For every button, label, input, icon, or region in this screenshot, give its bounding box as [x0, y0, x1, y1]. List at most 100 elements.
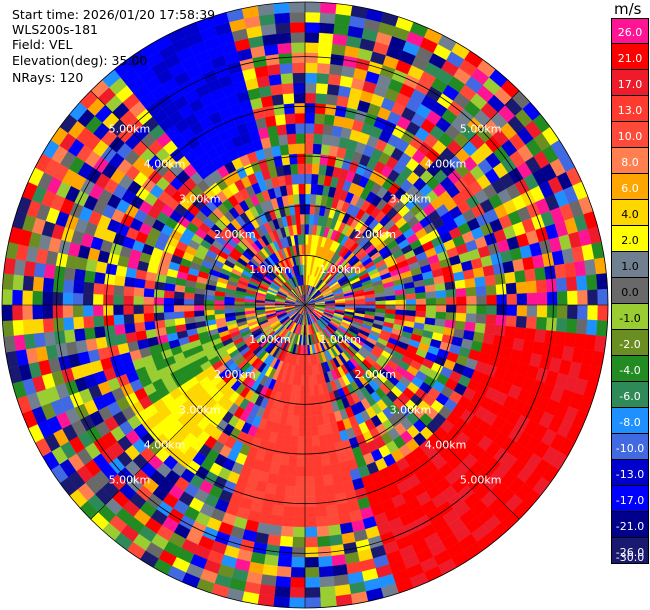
- colorbar-label: 10.0: [617, 130, 643, 143]
- velocity-cell: [33, 332, 46, 348]
- velocity-cell: [274, 12, 291, 24]
- velocity-cell: [466, 304, 477, 315]
- velocity-cell: [525, 280, 538, 294]
- velocity-cell: [317, 535, 331, 548]
- range-ring-label: 3.00km: [390, 403, 432, 416]
- velocity-cell: [332, 564, 348, 577]
- velocity-cell: [515, 315, 528, 329]
- velocity-cell: [304, 355, 309, 366]
- velocity-cell: [32, 304, 43, 320]
- azimuth-line: [90, 90, 520, 520]
- velocity-cell: [311, 173, 319, 185]
- velocity-cell: [515, 281, 528, 295]
- velocity-cell: [291, 173, 299, 185]
- velocity-cell: [82, 281, 95, 295]
- velocity-cell: [112, 304, 124, 316]
- velocity-cell: [524, 268, 537, 282]
- nrays-text: NRays: 120: [12, 70, 84, 85]
- velocity-cell: [320, 596, 337, 608]
- velocity-cell: [267, 125, 279, 138]
- velocity-cell: [304, 405, 311, 417]
- velocity-cell: [304, 587, 321, 599]
- velocity-cell: [445, 288, 457, 298]
- velocity-cell: [317, 424, 326, 436]
- velocity-cell: [526, 304, 538, 318]
- velocity-cell: [302, 254, 306, 265]
- velocity-cell: [576, 275, 588, 291]
- ppi-plot: 1.00km 1.00km 1.00km 1.00km 2.00km 2.00km 2.00…: [1, 1, 609, 609]
- velocity-cell: [277, 42, 292, 55]
- velocity-cell: [545, 317, 558, 332]
- velocity-cell: [321, 464, 333, 476]
- velocity-cell: [564, 262, 577, 278]
- velocity-cell: [304, 506, 317, 518]
- velocity-cell: [266, 63, 281, 76]
- velocity-cell: [474, 322, 486, 334]
- velocity-cell: [282, 164, 292, 176]
- velocity-cell: [333, 482, 346, 495]
- velocity-cell: [444, 281, 456, 291]
- range-ring-label: 2.00km: [354, 228, 396, 241]
- velocity-cell: [280, 525, 294, 538]
- velocity-cell: [304, 52, 319, 64]
- velocity-cell: [475, 285, 487, 297]
- velocity-cell: [415, 304, 427, 312]
- velocity-cell: [262, 105, 276, 118]
- velocity-cell: [296, 446, 306, 457]
- colorbar-swatch: [611, 460, 649, 486]
- velocity-cell: [288, 597, 306, 609]
- velocity-cell: [288, 153, 298, 165]
- colorbar-label: 8.0: [621, 156, 639, 169]
- velocity-cell: [143, 312, 155, 323]
- velocity-cell: [327, 83, 340, 96]
- velocity-cell: [93, 282, 105, 295]
- velocity-cell: [293, 92, 306, 104]
- velocity-cell: [289, 587, 306, 599]
- velocity-cell: [296, 143, 306, 154]
- velocity-cell: [214, 309, 225, 315]
- velocity-cell: [534, 329, 547, 344]
- velocity-cell: [313, 133, 324, 145]
- velocity-cell: [567, 290, 578, 306]
- velocity-cell: [314, 103, 327, 115]
- velocity-cell: [125, 331, 138, 343]
- velocity-cell: [193, 304, 205, 311]
- velocity-cell: [319, 22, 335, 34]
- velocity-cell: [526, 292, 538, 306]
- velocity-cell: [536, 304, 548, 318]
- velocity-cell: [63, 329, 76, 344]
- velocity-cell: [445, 312, 457, 322]
- velocity-cell: [375, 304, 386, 310]
- velocity-cell: [290, 577, 306, 588]
- velocity-cell: [290, 163, 299, 175]
- velocity-cell: [304, 32, 320, 43]
- velocity-cell: [525, 316, 538, 330]
- velocity-cell: [331, 472, 343, 485]
- velocity-cell: [506, 304, 518, 317]
- velocity-cell: [72, 316, 85, 330]
- velocity-cell: [482, 264, 495, 277]
- velocity-cell: [163, 297, 175, 306]
- velocity-cell: [327, 514, 340, 527]
- colorbar-swatch: [611, 252, 649, 278]
- velocity-cell: [62, 292, 74, 306]
- velocity-cell: [234, 304, 245, 309]
- colorbar-swatch: [611, 18, 649, 44]
- velocity-cell: [174, 317, 186, 326]
- velocity-cell: [574, 260, 587, 277]
- velocity-cell: [492, 262, 505, 276]
- velocity-cell: [304, 375, 310, 386]
- velocity-cell: [554, 263, 567, 279]
- velocity-cell: [291, 52, 306, 64]
- velocity-cell: [115, 333, 128, 346]
- velocity-cell: [304, 72, 318, 84]
- velocity-cell: [42, 291, 53, 306]
- velocity-cell: [164, 318, 176, 328]
- velocity-cell: [264, 304, 275, 308]
- velocity-cell: [322, 474, 334, 486]
- velocity-cell: [564, 332, 577, 348]
- velocity-cell: [312, 143, 323, 155]
- colorbar-label: -8.0: [619, 416, 641, 429]
- velocity-cell: [287, 143, 298, 155]
- velocity-cell: [304, 567, 320, 578]
